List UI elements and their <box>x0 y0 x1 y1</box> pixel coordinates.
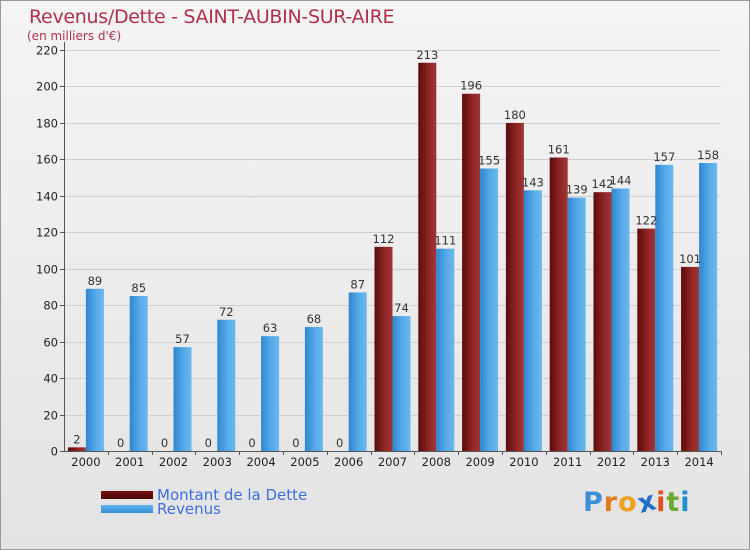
data-label-revenus-2013: 157 <box>653 150 675 164</box>
x-tick-label-2002: 2002 <box>159 455 188 469</box>
data-label-dette-2004: 0 <box>248 436 255 450</box>
logo-letter: P <box>583 487 604 518</box>
data-label-revenus-2012: 144 <box>610 174 632 188</box>
x-tick-label-2001: 2001 <box>115 455 144 469</box>
x-tick-label-2011: 2011 <box>553 455 582 469</box>
data-label-dette-2002: 0 <box>161 436 168 450</box>
data-label-dette-2003: 0 <box>205 436 212 450</box>
bar-revenus-2009 <box>480 168 499 451</box>
bar-dette-2014 <box>681 266 700 451</box>
data-label-revenus-2007: 74 <box>394 301 409 315</box>
bar-revenus-2011 <box>567 197 586 451</box>
logo-letter: i <box>680 487 691 518</box>
x-tick-label-2012: 2012 <box>597 455 626 469</box>
bar-dette-2013 <box>637 228 656 451</box>
x-tick-label-2010: 2010 <box>509 455 538 469</box>
data-label-dette-2008: 213 <box>416 48 438 62</box>
y-tick-label-20: 20 <box>43 409 58 423</box>
x-tick-label-2004: 2004 <box>246 455 275 469</box>
bar-revenus-2007 <box>392 316 411 451</box>
data-label-revenus-2009: 155 <box>478 153 500 167</box>
x-tick-label-2005: 2005 <box>290 455 319 469</box>
data-label-revenus-2008: 111 <box>434 234 456 248</box>
proxiti-logo: Proxiti <box>583 485 691 520</box>
data-labels: 2 89 0 85 0 57 0 72 0 63 0 68 0 87 112 74 213 111 196 155 18… <box>73 48 719 450</box>
bar-revenus-2006 <box>348 292 367 451</box>
data-label-revenus-2002: 57 <box>175 332 190 346</box>
logo-letter: t <box>666 487 681 518</box>
x-tick-label-2007: 2007 <box>378 455 407 469</box>
x-tick-label-2006: 2006 <box>334 455 363 469</box>
bar-revenus-2004 <box>261 336 280 451</box>
x-tick-label-2013: 2013 <box>641 455 670 469</box>
y-tick-label-80: 80 <box>43 299 58 313</box>
data-label-dette-2005: 0 <box>292 436 299 450</box>
legend-label-dette: Montant de la Dette <box>157 486 308 504</box>
y-tick-label-220: 220 <box>36 44 58 58</box>
y-tick-label-120: 120 <box>36 226 58 240</box>
data-label-dette-2013: 122 <box>635 214 657 228</box>
bar-revenus-2005 <box>304 327 323 451</box>
data-label-revenus-2011: 139 <box>566 183 588 197</box>
x-tick-label-2009: 2009 <box>465 455 494 469</box>
data-label-revenus-2004: 63 <box>263 321 278 335</box>
legend-label-revenus: Revenus <box>157 500 221 518</box>
x-tick-label-2000: 2000 <box>71 455 100 469</box>
data-label-dette-2000: 2 <box>73 432 80 446</box>
data-label-revenus-2003: 72 <box>219 305 234 319</box>
data-label-revenus-2001: 85 <box>131 281 146 295</box>
y-tick-label-0: 0 <box>51 445 58 459</box>
data-label-dette-2014: 101 <box>679 252 701 266</box>
bar-revenus-2014 <box>699 163 718 451</box>
y-tick-label-160: 160 <box>36 153 58 167</box>
y-tick-label-140: 140 <box>36 190 58 204</box>
y-tick-label-60: 60 <box>43 336 58 350</box>
data-label-dette-2011: 161 <box>548 143 570 157</box>
data-label-dette-2009: 196 <box>460 79 482 93</box>
bar-revenus-2010 <box>523 190 542 451</box>
y-tick-label-200: 200 <box>36 80 58 94</box>
x-tick-label-2014: 2014 <box>684 455 713 469</box>
data-label-revenus-2006: 87 <box>350 277 365 291</box>
bar-revenus-2012 <box>611 188 630 451</box>
bars <box>67 62 718 452</box>
chart-title: Revenus/Dette - SAINT-AUBIN-SUR-AIRE <box>29 6 395 28</box>
data-label-revenus-2014: 158 <box>697 148 719 162</box>
data-label-revenus-2000: 89 <box>88 274 103 288</box>
bar-revenus-2003 <box>217 319 236 451</box>
data-label-dette-2010: 180 <box>504 108 526 122</box>
bar-dette-2010 <box>505 122 524 451</box>
legend-swatch-revenus <box>101 505 153 513</box>
legend-swatch-dette <box>101 491 153 499</box>
data-label-dette-2012: 142 <box>592 177 614 191</box>
data-label-dette-2001: 0 <box>117 436 124 450</box>
y-tick-label-180: 180 <box>36 117 58 131</box>
bar-dette-2007 <box>374 246 393 451</box>
x-tick-label-2008: 2008 <box>422 455 451 469</box>
data-label-dette-2007: 112 <box>373 232 395 246</box>
x-tick-label-2003: 2003 <box>203 455 232 469</box>
data-label-revenus-2005: 68 <box>307 312 322 326</box>
bar-dette-2011 <box>549 157 568 452</box>
data-label-revenus-2010: 143 <box>522 175 544 189</box>
bar-dette-2012 <box>593 192 612 451</box>
data-label-dette-2006: 0 <box>336 436 343 450</box>
bar-revenus-2002 <box>173 347 192 451</box>
logo-letter: o <box>618 487 638 518</box>
bar-dette-2009 <box>462 93 481 451</box>
bar-revenus-2000 <box>85 288 104 451</box>
bar-revenus-2008 <box>436 248 455 451</box>
logo-letter: i <box>656 487 667 518</box>
bar-dette-2008 <box>418 62 437 451</box>
logo-letter: r <box>603 487 619 518</box>
y-tick-label-100: 100 <box>36 263 58 277</box>
bar-revenus-2001 <box>129 296 148 451</box>
bar-revenus-2013 <box>655 164 674 451</box>
bar-dette-2000 <box>67 447 86 451</box>
chart-subtitle: (en milliers d'€) <box>27 29 122 43</box>
y-tick-label-40: 40 <box>43 372 58 386</box>
